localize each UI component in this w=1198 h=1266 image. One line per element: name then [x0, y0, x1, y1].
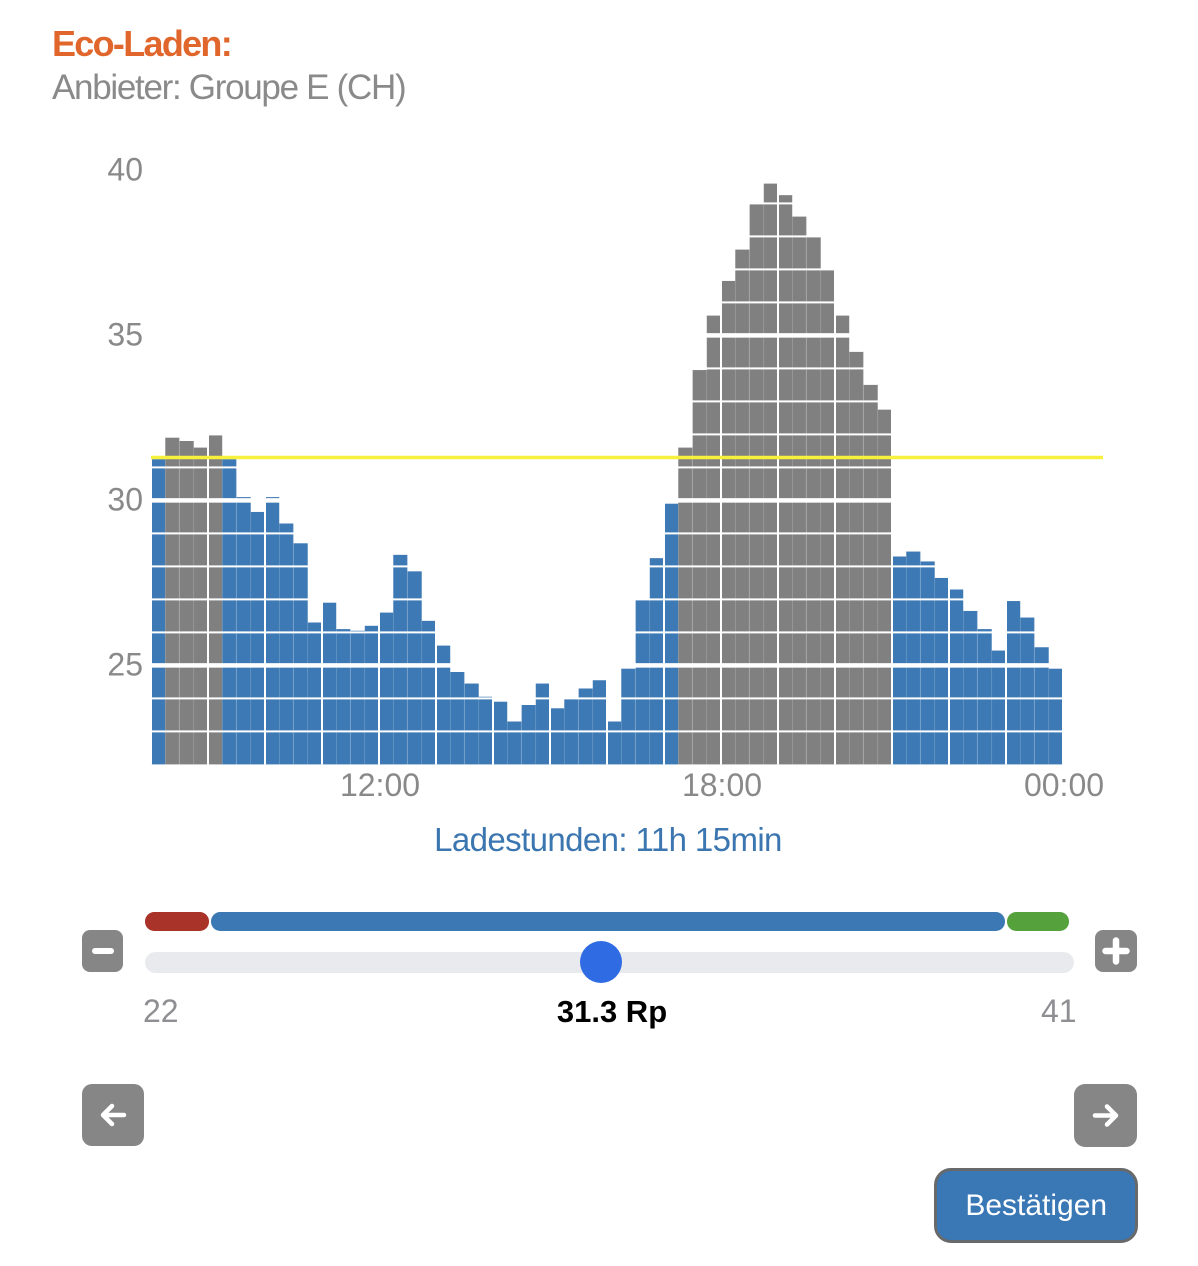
svg-text:30: 30 — [107, 481, 143, 517]
svg-text:18:00: 18:00 — [682, 767, 762, 803]
svg-text:12:00: 12:00 — [340, 767, 420, 803]
svg-text:40: 40 — [107, 151, 143, 187]
svg-text:35: 35 — [107, 316, 143, 352]
svg-text:00:00: 00:00 — [1024, 767, 1104, 803]
svg-text:25: 25 — [107, 646, 143, 682]
